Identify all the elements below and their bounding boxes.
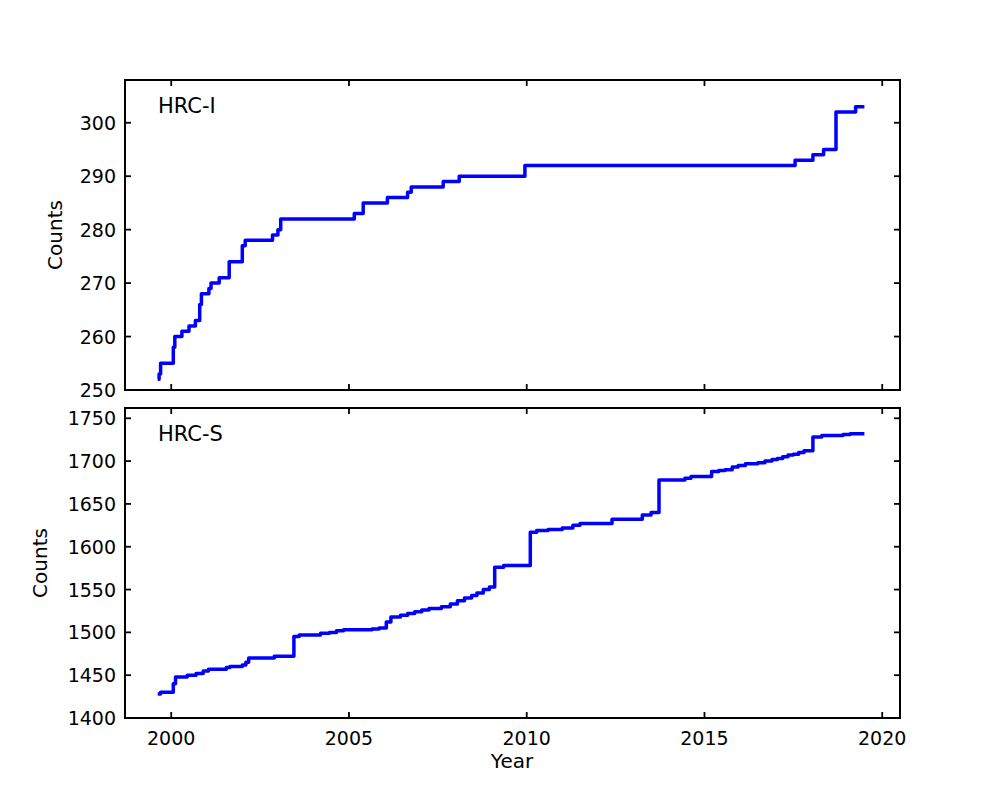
x-tick-label: 2005 <box>325 727 373 749</box>
y-tick-label: 250 <box>80 379 116 401</box>
y-tick-label: 270 <box>80 272 116 294</box>
x-tick-label: 2000 <box>147 727 195 749</box>
y-axis-label-top: Counts <box>43 200 67 270</box>
chart-figure: 250 260 270 280 290 300 2000 2005 2010 2015 2020 1… <box>0 0 1000 800</box>
x-tick-label: 2015 <box>680 727 728 749</box>
y-tick-label: 290 <box>80 165 116 187</box>
dual-panel-step-chart: 250 260 270 280 290 300 2000 2005 2010 2015 2020 1… <box>0 0 1000 800</box>
y-tick-label: 1550 <box>68 579 116 601</box>
y-tick-label: 1750 <box>68 407 116 429</box>
axes-frame <box>125 80 900 390</box>
y-tick-label: 1450 <box>68 664 116 686</box>
y-tick-label: 280 <box>80 219 116 241</box>
y-tick-label: 300 <box>80 112 116 134</box>
panel-label-hrc-i: HRC-I <box>158 94 216 118</box>
x-tick-label: 2010 <box>503 727 551 749</box>
hrc-i-panel: 250 260 270 280 290 300 <box>80 80 900 401</box>
panel-label-hrc-s: HRC-S <box>158 422 223 446</box>
y-tick-label: 1600 <box>68 536 116 558</box>
y-tick-label: 1650 <box>68 493 116 515</box>
data-line-hrc-i <box>158 107 865 380</box>
data-line-hrc-s <box>158 434 865 694</box>
y-tick-label: 260 <box>80 326 116 348</box>
hrc-s-panel: 2000 2005 2010 2015 2020 1400 1450 1500 1550 1600… <box>68 407 907 749</box>
x-axis-label: Year <box>490 749 534 773</box>
y-tick-label: 1400 <box>68 707 116 729</box>
y-axis-label-bottom: Counts <box>28 528 52 598</box>
x-tick-label: 2020 <box>858 727 906 749</box>
y-tick-label: 1500 <box>68 621 116 643</box>
y-tick-label: 1700 <box>68 450 116 472</box>
axes-frame <box>125 408 900 718</box>
